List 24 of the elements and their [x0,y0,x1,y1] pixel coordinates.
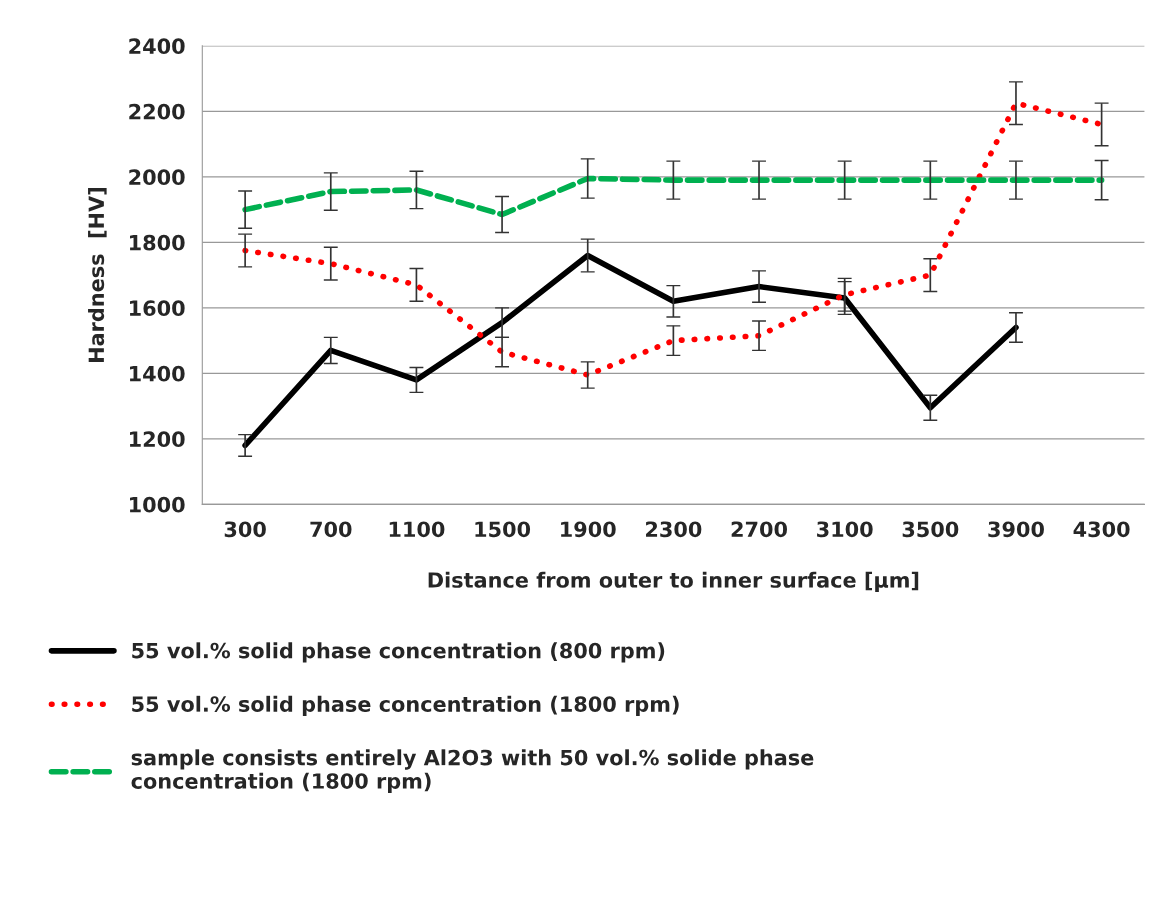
x-tick-label: 4300 [1073,521,1130,538]
y-tick-label: 1000 [130,496,185,513]
y-axis-title: Hardness [HV] [88,188,107,362]
y-tick-label: 1400 [130,365,185,382]
legend-label: sample consists entirely Al2O3 with 50 vol.% solide phase concentration (1800 rpm) [131,749,814,793]
x-tick-label: 1100 [389,521,445,538]
x-tick-label: 300 [224,521,266,538]
y-tick-label: 2400 [129,38,185,55]
y-tick-label: 1800 [130,234,185,251]
x-tick-label: 3500 [902,521,959,538]
x-tick-label: 2300 [646,521,702,538]
x-tick-label: 2700 [731,521,788,538]
x-tick-label: 1500 [475,521,531,538]
y-tick-label: 1200 [130,431,185,448]
x-axis-title: Distance from outer to inner surface [µm] [428,571,919,592]
y-tick-label: 1600 [130,300,185,317]
x-tick-label: 1900 [561,521,616,538]
legend-label: 55 vol.% solid phase concentration (1800 rpm) [132,695,679,716]
x-tick-label: 700 [310,521,352,538]
legend-label: 55 vol.% solid phase concentration (800 rpm) [132,642,665,663]
x-tick-label: 3900 [988,521,1044,538]
y-tick-label: 2000 [129,169,185,186]
x-tick-label: 3100 [817,521,873,538]
y-tick-label: 2200 [129,103,185,120]
